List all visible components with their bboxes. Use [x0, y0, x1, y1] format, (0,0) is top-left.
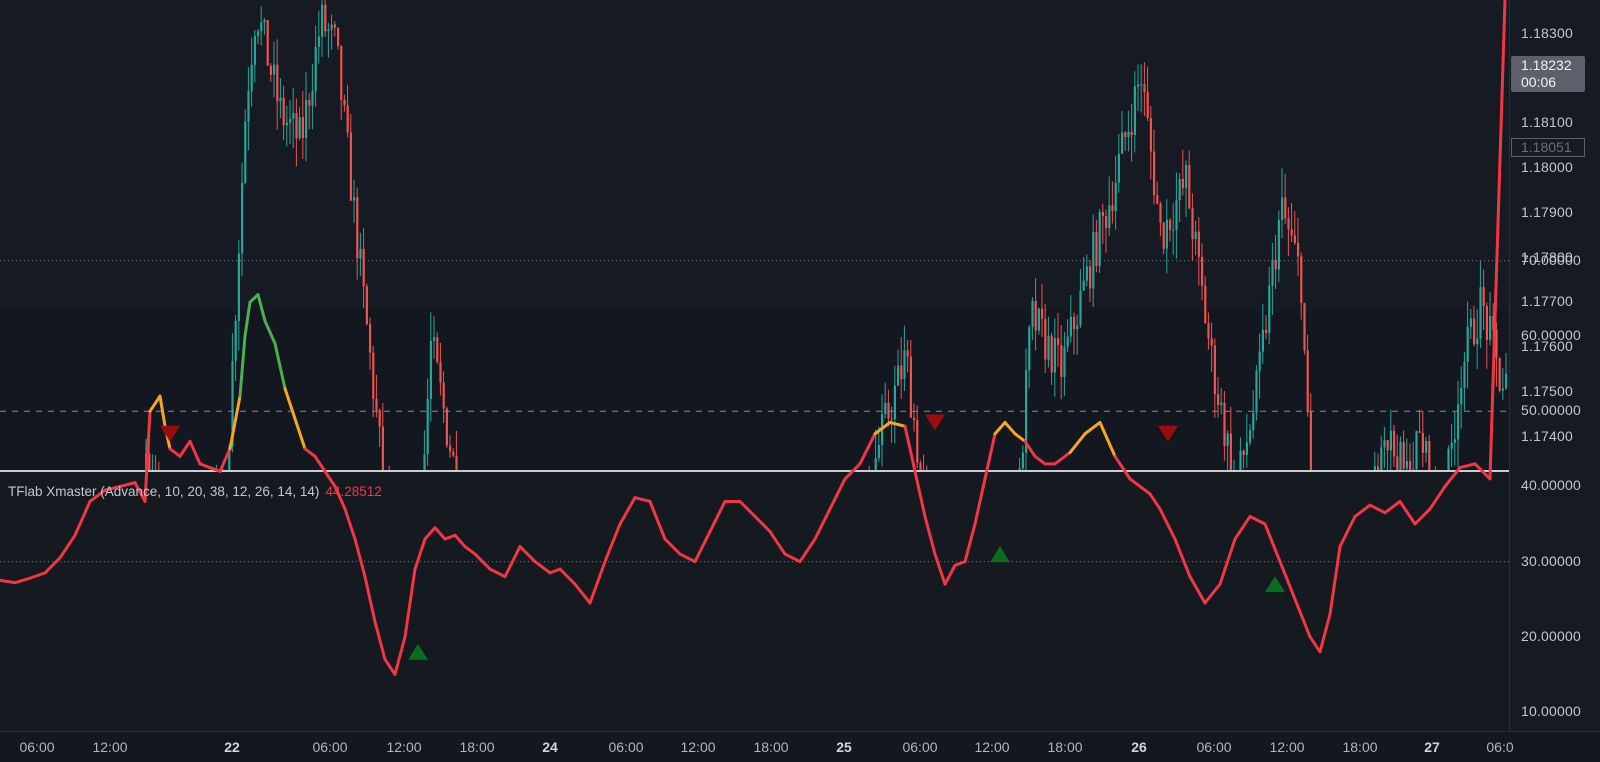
sell-signal-triangle-icon — [160, 425, 180, 442]
time-label: 06:00 — [1196, 739, 1232, 755]
time-label: 24 — [542, 739, 558, 755]
price-pane-shade — [0, 310, 1510, 470]
time-label: 12:00 — [680, 739, 716, 755]
indicator-title: TFlab Xmaster (Advance, 10, 20, 38, 12, … — [8, 484, 320, 499]
indicator-tick: 20.00000 — [1521, 627, 1581, 644]
last-price-label: 1.18232 00:06 — [1511, 56, 1585, 92]
bar-countdown: 00:06 — [1521, 74, 1557, 90]
time-label: 22 — [224, 739, 240, 755]
price-tick: 1.17600 — [1521, 338, 1574, 354]
sell-signal-triangle-icon — [925, 414, 945, 431]
time-label: 06:00 — [902, 739, 938, 755]
indicator-tick: 70.00000 — [1521, 251, 1581, 268]
time-label: 06:00 — [19, 739, 55, 755]
price-tick: 1.17900 — [1521, 204, 1574, 220]
time-label: 06:00 — [608, 739, 644, 755]
last-price-value: 1.18232 — [1521, 57, 1572, 73]
time-label: 18:00 — [1047, 739, 1083, 755]
price-scale[interactable] — [1510, 0, 1600, 731]
buy-signal-triangle-icon — [1265, 576, 1285, 593]
price-tick: 1.17400 — [1521, 428, 1574, 444]
sell-signal-triangle-icon — [1158, 425, 1178, 442]
time-label: 06:0 — [1486, 739, 1514, 755]
indicator-tick: 10.00000 — [1521, 703, 1581, 719]
price-tick: 1.17700 — [1521, 293, 1574, 309]
time-label: 26 — [1131, 739, 1147, 755]
time-label: 18:00 — [753, 739, 789, 755]
previous-close-label: 1.18051 — [1511, 138, 1585, 157]
indicator-line-series — [0, 0, 1509, 676]
time-label: 12:00 — [386, 739, 422, 755]
indicator-tick: 60.00000 — [1521, 327, 1581, 343]
indicator-value: 44.28512 — [325, 484, 382, 499]
time-scale[interactable] — [0, 731, 1600, 762]
price-tick: 1.17500 — [1521, 383, 1574, 399]
price-tick: 1.17800 — [1521, 249, 1574, 265]
time-label: 27 — [1424, 739, 1440, 755]
price-tick: 1.18000 — [1521, 159, 1574, 175]
time-label: 12:00 — [974, 739, 1010, 755]
buy-signal-triangle-icon — [990, 546, 1010, 563]
time-label: 18:00 — [1342, 739, 1378, 755]
price-tick: 1.18300 — [1521, 25, 1574, 41]
time-label: 25 — [836, 739, 852, 755]
indicator-legend[interactable]: TFlab Xmaster (Advance, 10, 20, 38, 12, … — [8, 484, 382, 499]
pane-separator[interactable] — [0, 470, 1600, 472]
price-tick: 1.18100 — [1521, 114, 1574, 130]
time-label: 06:00 — [312, 739, 348, 755]
time-label: 12:00 — [92, 739, 128, 755]
indicator-tick: 50.00000 — [1521, 402, 1581, 419]
candlestick-series — [145, 0, 1508, 470]
indicator-tick: 40.00000 — [1521, 477, 1581, 494]
indicator-tick: 30.00000 — [1521, 552, 1581, 569]
time-label: 12:00 — [1269, 739, 1305, 755]
price-scale-border — [1509, 0, 1510, 761]
price-chart-pane[interactable] — [0, 0, 1510, 470]
time-label: 18:00 — [459, 739, 495, 755]
buy-signal-triangle-icon — [408, 643, 428, 660]
